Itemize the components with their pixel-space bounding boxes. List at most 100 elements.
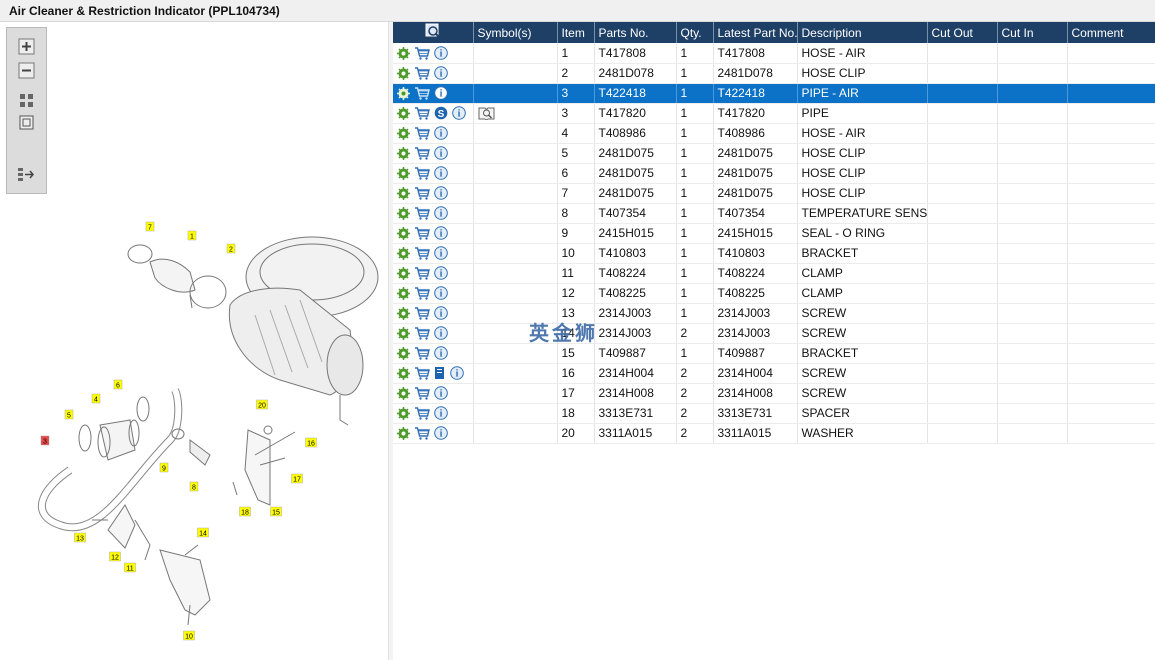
settings-gear-icon[interactable] bbox=[397, 366, 410, 380]
info-icon[interactable]: i bbox=[434, 386, 448, 401]
cart-icon[interactable] bbox=[414, 307, 430, 320]
callout-9[interactable]: 9 bbox=[159, 462, 169, 473]
cart-icon[interactable] bbox=[414, 167, 430, 180]
settings-gear-icon[interactable] bbox=[397, 306, 410, 320]
header-comment[interactable]: Comment bbox=[1067, 22, 1155, 43]
fit-all-button[interactable] bbox=[17, 92, 36, 109]
cart-icon[interactable] bbox=[414, 127, 430, 140]
info-icon[interactable]: i bbox=[434, 146, 448, 161]
diagram-panel[interactable]: 7 1 2 6 4 5 3 9 8 20 16 17 18 15 13 12 11 14 10 bbox=[0, 22, 389, 660]
settings-gear-icon[interactable] bbox=[397, 166, 410, 180]
settings-gear-icon[interactable] bbox=[397, 106, 410, 120]
document-icon[interactable] bbox=[434, 366, 446, 380]
cart-icon[interactable] bbox=[414, 267, 430, 280]
settings-gear-icon[interactable] bbox=[397, 46, 410, 60]
settings-gear-icon[interactable] bbox=[397, 86, 410, 100]
info-icon[interactable]: i bbox=[434, 406, 448, 421]
search-parts-icon[interactable] bbox=[425, 23, 441, 39]
settings-gear-icon[interactable] bbox=[397, 186, 410, 200]
cart-icon[interactable] bbox=[414, 427, 430, 440]
info-icon[interactable]: i bbox=[434, 206, 448, 221]
table-row[interactable]: i 7 2481D075 1 2481D075 HOSE CLIP bbox=[393, 183, 1155, 204]
header-parts-no[interactable]: Parts No. bbox=[594, 22, 677, 43]
zoom-in-button[interactable] bbox=[17, 38, 36, 55]
panel-splitter[interactable] bbox=[389, 22, 393, 660]
info-icon[interactable]: i bbox=[434, 226, 448, 241]
table-row[interactable]: i 18 3313E731 2 3313E731 SPACER bbox=[393, 403, 1155, 424]
info-icon[interactable]: i bbox=[434, 86, 448, 101]
callout-11[interactable]: 11 bbox=[124, 562, 136, 573]
settings-gear-icon[interactable] bbox=[397, 246, 410, 260]
zoom-out-button[interactable] bbox=[17, 62, 36, 79]
header-description[interactable]: Description bbox=[797, 22, 928, 43]
header-cut-out[interactable]: Cut Out bbox=[927, 22, 998, 43]
cart-icon[interactable] bbox=[414, 327, 430, 340]
callout-3[interactable]: 3 bbox=[40, 435, 50, 446]
table-row[interactable]: i 20 3311A015 2 3311A015 WASHER bbox=[393, 423, 1155, 444]
table-row[interactable]: i 17 2314H008 2 2314H008 SCREW bbox=[393, 383, 1155, 404]
table-row[interactable]: i 5 2481D075 1 2481D075 HOSE CLIP bbox=[393, 143, 1155, 164]
supersession-icon[interactable]: S bbox=[434, 106, 448, 120]
table-row[interactable]: i 9 2415H015 1 2415H015 SEAL - O RING bbox=[393, 223, 1155, 244]
callout-4[interactable]: 4 bbox=[91, 393, 101, 404]
table-row[interactable]: i 1 T417808 1 T417808 HOSE - AIR bbox=[393, 43, 1155, 64]
table-row[interactable]: i 11 T408224 1 T408224 CLAMP bbox=[393, 263, 1155, 284]
table-row[interactable]: i 2 2481D078 1 2481D078 HOSE CLIP bbox=[393, 63, 1155, 84]
settings-gear-icon[interactable] bbox=[397, 66, 410, 80]
info-icon[interactable]: i bbox=[434, 186, 448, 201]
table-row[interactable]: i 4 T408986 1 T408986 HOSE - AIR bbox=[393, 123, 1155, 144]
settings-gear-icon[interactable] bbox=[397, 146, 410, 160]
settings-gear-icon[interactable] bbox=[397, 346, 410, 360]
callout-18[interactable]: 18 bbox=[239, 506, 251, 517]
list-toggle-button[interactable] bbox=[17, 166, 36, 183]
header-qty[interactable]: Qty. bbox=[676, 22, 714, 43]
table-row[interactable]: i 15 T409887 1 T409887 BRACKET bbox=[393, 343, 1155, 364]
info-icon[interactable]: i bbox=[434, 46, 448, 60]
info-icon[interactable]: i bbox=[434, 346, 448, 361]
info-icon[interactable]: i bbox=[434, 286, 448, 301]
callout-14[interactable]: 14 bbox=[197, 527, 209, 538]
callout-1[interactable]: 1 bbox=[187, 230, 197, 241]
cart-icon[interactable] bbox=[414, 67, 430, 80]
cart-icon[interactable] bbox=[414, 87, 430, 100]
cart-icon[interactable] bbox=[414, 347, 430, 360]
callout-13[interactable]: 13 bbox=[74, 532, 86, 543]
info-icon[interactable]: i bbox=[434, 426, 448, 441]
cart-icon[interactable] bbox=[414, 107, 430, 120]
table-row[interactable]: i 13 2314J003 1 2314J003 SCREW bbox=[393, 303, 1155, 324]
cart-icon[interactable] bbox=[414, 387, 430, 400]
callout-12[interactable]: 12 bbox=[109, 551, 121, 562]
table-row[interactable]: i 16 2314H004 2 2314H004 SCREW bbox=[393, 363, 1155, 384]
settings-gear-icon[interactable] bbox=[397, 406, 410, 420]
settings-gear-icon[interactable] bbox=[397, 386, 410, 400]
table-row[interactable]: i 6 2481D075 1 2481D075 HOSE CLIP bbox=[393, 163, 1155, 184]
callout-15[interactable]: 15 bbox=[270, 506, 282, 517]
info-icon[interactable]: i bbox=[450, 366, 464, 381]
info-icon[interactable]: i bbox=[434, 126, 448, 141]
settings-gear-icon[interactable] bbox=[397, 226, 410, 240]
info-icon[interactable]: i bbox=[434, 326, 448, 341]
cart-icon[interactable] bbox=[414, 187, 430, 200]
fit-window-button[interactable] bbox=[17, 114, 36, 131]
cart-icon[interactable] bbox=[414, 207, 430, 220]
callout-20[interactable]: 20 bbox=[256, 399, 268, 410]
callout-16[interactable]: 16 bbox=[305, 437, 317, 448]
cart-icon[interactable] bbox=[414, 227, 430, 240]
info-icon[interactable]: i bbox=[434, 246, 448, 261]
callout-6[interactable]: 6 bbox=[113, 379, 123, 390]
settings-gear-icon[interactable] bbox=[397, 266, 410, 280]
settings-gear-icon[interactable] bbox=[397, 286, 410, 300]
info-icon[interactable]: i bbox=[434, 306, 448, 321]
header-cut-in[interactable]: Cut In bbox=[997, 22, 1068, 43]
callout-8[interactable]: 8 bbox=[189, 481, 199, 492]
reference-book-icon[interactable] bbox=[478, 106, 495, 122]
info-icon[interactable]: i bbox=[434, 166, 448, 181]
table-row[interactable]: i 14 2314J003 2 2314J003 SCREW bbox=[393, 323, 1155, 344]
info-icon[interactable]: i bbox=[434, 66, 448, 81]
settings-gear-icon[interactable] bbox=[397, 326, 410, 340]
settings-gear-icon[interactable] bbox=[397, 206, 410, 220]
table-row[interactable]: i 10 T410803 1 T410803 BRACKET bbox=[393, 243, 1155, 264]
